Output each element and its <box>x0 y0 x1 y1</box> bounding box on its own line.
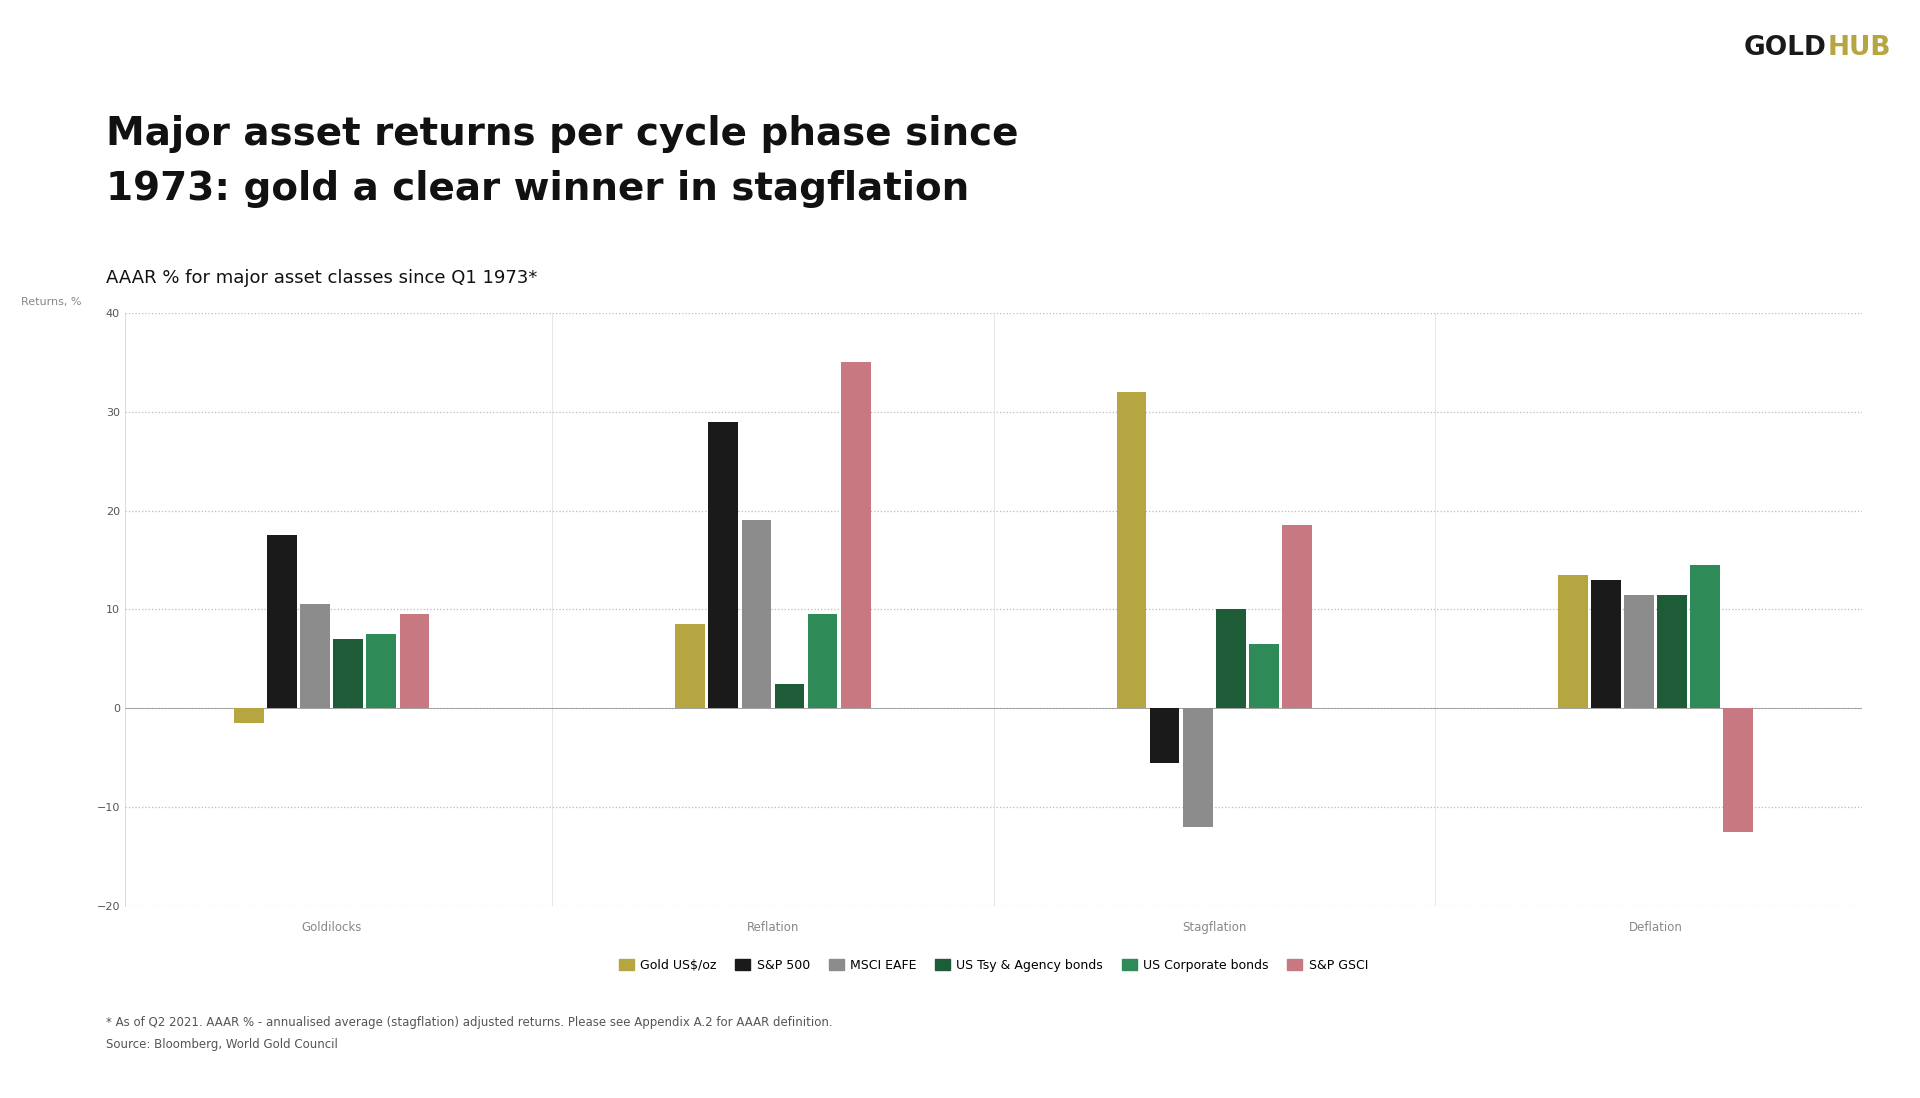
Bar <box>1183 708 1213 827</box>
Bar <box>676 624 705 708</box>
Bar <box>1250 643 1279 708</box>
Text: GOLD: GOLD <box>1743 35 1826 61</box>
Bar <box>1690 565 1720 708</box>
Legend: Gold US$/oz, S&P 500, MSCI EAFE, US Tsy & Agency bonds, US Corporate bonds, S&P : Gold US$/oz, S&P 500, MSCI EAFE, US Tsy … <box>614 954 1373 977</box>
Bar <box>774 683 804 708</box>
Bar <box>1215 609 1246 708</box>
Bar <box>1624 595 1653 708</box>
Text: Major asset returns per cycle phase since: Major asset returns per cycle phase sinc… <box>106 115 1018 154</box>
Bar <box>1592 580 1620 708</box>
Text: Goldilocks: Goldilocks <box>301 920 361 933</box>
Text: Stagflation: Stagflation <box>1183 920 1246 933</box>
Text: Reflation: Reflation <box>747 920 799 933</box>
Bar <box>399 615 430 708</box>
Text: * As of Q2 2021. AAAR % - annualised average (stagflation) adjusted returns. Ple: * As of Q2 2021. AAAR % - annualised ave… <box>106 1016 831 1029</box>
Bar <box>841 362 870 708</box>
Text: 1973: gold a clear winner in stagflation: 1973: gold a clear winner in stagflation <box>106 170 970 209</box>
Bar <box>300 604 330 708</box>
Text: AAAR % for major asset classes since Q1 1973*: AAAR % for major asset classes since Q1 … <box>106 269 538 287</box>
Bar <box>1557 575 1588 708</box>
Bar <box>334 639 363 708</box>
Bar <box>708 422 737 708</box>
Bar <box>808 615 837 708</box>
Bar <box>1724 708 1753 832</box>
Bar <box>1657 595 1688 708</box>
Text: Deflation: Deflation <box>1628 920 1682 933</box>
Bar <box>1150 708 1179 762</box>
Bar <box>1283 526 1311 708</box>
Bar <box>267 535 298 708</box>
Bar <box>234 708 263 724</box>
Bar <box>741 520 772 708</box>
Text: Returns, %: Returns, % <box>21 296 81 307</box>
Bar <box>1117 392 1146 708</box>
Text: Source: Bloomberg, World Gold Council: Source: Bloomberg, World Gold Council <box>106 1038 338 1051</box>
Bar <box>367 635 396 708</box>
Text: HUB: HUB <box>1828 35 1891 61</box>
